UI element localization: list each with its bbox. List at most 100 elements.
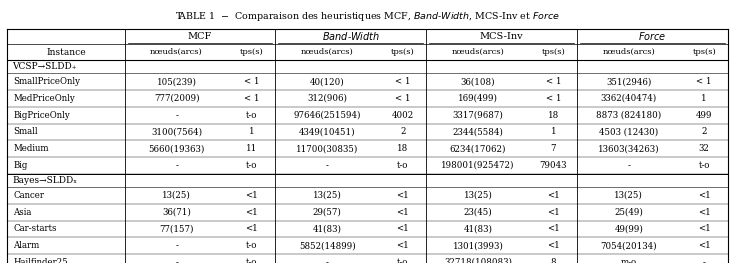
Text: 40(120): 40(120) [310, 77, 345, 86]
Text: 13(25): 13(25) [313, 191, 342, 200]
Text: 5852(14899): 5852(14899) [299, 241, 356, 250]
Text: Small: Small [13, 128, 37, 136]
Text: < 1: < 1 [697, 77, 712, 86]
Text: 18: 18 [548, 111, 559, 120]
Text: 351(2946): 351(2946) [606, 77, 651, 86]
Text: Big: Big [13, 161, 28, 170]
Text: -: - [175, 161, 178, 170]
Text: <1: <1 [245, 224, 258, 233]
Text: <1: <1 [698, 208, 711, 217]
Text: <1: <1 [396, 224, 409, 233]
Text: t-o: t-o [397, 258, 409, 263]
Text: 1: 1 [249, 128, 255, 136]
Text: 312(906): 312(906) [307, 94, 348, 103]
Text: 36(108): 36(108) [461, 77, 495, 86]
Text: 49(99): 49(99) [614, 224, 643, 233]
Text: 198001(925472): 198001(925472) [441, 161, 514, 170]
Text: t-o: t-o [246, 161, 258, 170]
Text: -: - [175, 258, 178, 263]
Text: < 1: < 1 [244, 94, 259, 103]
Text: 13603(34263): 13603(34263) [598, 144, 659, 153]
Text: -: - [175, 241, 178, 250]
Text: t-o: t-o [246, 111, 258, 120]
Text: Hailfinder25: Hailfinder25 [13, 258, 68, 263]
Text: Alarm: Alarm [13, 241, 40, 250]
Text: <1: <1 [547, 224, 560, 233]
Text: <1: <1 [396, 208, 409, 217]
Text: 2344(5584): 2344(5584) [453, 128, 503, 136]
Text: < 1: < 1 [545, 77, 562, 86]
Text: MedPriceOnly: MedPriceOnly [13, 94, 75, 103]
Text: 3317(9687): 3317(9687) [453, 111, 503, 120]
Text: 1301(3993): 1301(3993) [453, 241, 503, 250]
Text: <1: <1 [396, 241, 409, 250]
Text: 36(71): 36(71) [162, 208, 191, 217]
Text: <1: <1 [245, 191, 258, 200]
Text: 97646(251594): 97646(251594) [293, 111, 361, 120]
Text: 4349(10451): 4349(10451) [299, 128, 356, 136]
Text: 11700(30835): 11700(30835) [296, 144, 359, 153]
Text: tps(s): tps(s) [240, 48, 264, 56]
Text: BigPriceOnly: BigPriceOnly [13, 111, 70, 120]
Text: tps(s): tps(s) [542, 48, 565, 56]
Text: nœuds(arcs): nœuds(arcs) [150, 48, 203, 56]
Text: T$\!\!$ABLE 1  $-$  Comparaison des heuristiques MCF, $\mathit{Band}$-$\mathit{W: T$\!\!$ABLE 1 $-$ Comparaison des heuris… [175, 10, 560, 23]
Text: 8: 8 [551, 258, 556, 263]
Text: 32: 32 [699, 144, 709, 153]
Text: 41(83): 41(83) [313, 224, 342, 233]
Text: 4503 (12430): 4503 (12430) [599, 128, 659, 136]
Text: 32718(108083): 32718(108083) [444, 258, 512, 263]
Text: 169(499): 169(499) [458, 94, 498, 103]
Text: 77(157): 77(157) [159, 224, 194, 233]
Text: <1: <1 [698, 191, 711, 200]
Text: tps(s): tps(s) [692, 48, 716, 56]
Text: <1: <1 [698, 224, 711, 233]
Text: 23(45): 23(45) [464, 208, 492, 217]
Text: nœuds(arcs): nœuds(arcs) [603, 48, 655, 56]
Text: 4002: 4002 [392, 111, 414, 120]
Text: t-o: t-o [397, 161, 409, 170]
Text: nœuds(arcs): nœuds(arcs) [452, 48, 504, 56]
Text: tps(s): tps(s) [391, 48, 415, 56]
Text: MCF: MCF [188, 32, 212, 41]
Text: <1: <1 [547, 191, 560, 200]
Text: MCS-Inv: MCS-Inv [480, 32, 523, 41]
Text: 79043: 79043 [539, 161, 567, 170]
Text: 11: 11 [246, 144, 257, 153]
Text: 6234(17062): 6234(17062) [450, 144, 506, 153]
Text: <1: <1 [547, 241, 560, 250]
Text: 13(25): 13(25) [614, 191, 643, 200]
Text: -: - [326, 161, 329, 170]
Text: 13(25): 13(25) [162, 191, 191, 200]
Text: $\mathit{Force}$: $\mathit{Force}$ [638, 31, 667, 43]
Text: 1: 1 [551, 128, 556, 136]
Text: < 1: < 1 [545, 94, 562, 103]
Text: 13(25): 13(25) [464, 191, 492, 200]
Text: < 1: < 1 [244, 77, 259, 86]
Text: 7: 7 [551, 144, 556, 153]
Text: $\mathit{Band}$-$\mathit{Width}$: $\mathit{Band}$-$\mathit{Width}$ [322, 31, 380, 43]
Text: 1: 1 [701, 94, 707, 103]
Text: Asia: Asia [13, 208, 32, 217]
Text: < 1: < 1 [395, 94, 410, 103]
Text: 8873 (824180): 8873 (824180) [596, 111, 662, 120]
Text: 41(83): 41(83) [464, 224, 492, 233]
Text: 777(2009): 777(2009) [154, 94, 199, 103]
Text: m-o: m-o [621, 258, 637, 263]
Text: -: - [326, 258, 329, 263]
Text: 7054(20134): 7054(20134) [600, 241, 657, 250]
Text: -: - [175, 111, 178, 120]
Text: VCSP→SLDD₊: VCSP→SLDD₊ [12, 62, 76, 71]
Text: 18: 18 [397, 144, 409, 153]
Text: Instance: Instance [46, 48, 86, 57]
Text: <1: <1 [245, 208, 258, 217]
Text: Car-starts: Car-starts [13, 224, 57, 233]
Text: 5660(19363): 5660(19363) [148, 144, 205, 153]
Text: Cancer: Cancer [13, 191, 44, 200]
Text: 29(57): 29(57) [313, 208, 342, 217]
Text: t-o: t-o [698, 161, 710, 170]
Text: 499: 499 [696, 111, 712, 120]
Text: 3362(40474): 3362(40474) [600, 94, 657, 103]
Text: Bayes→SLDDₓ: Bayes→SLDDₓ [12, 176, 77, 185]
Text: SmallPriceOnly: SmallPriceOnly [13, 77, 80, 86]
